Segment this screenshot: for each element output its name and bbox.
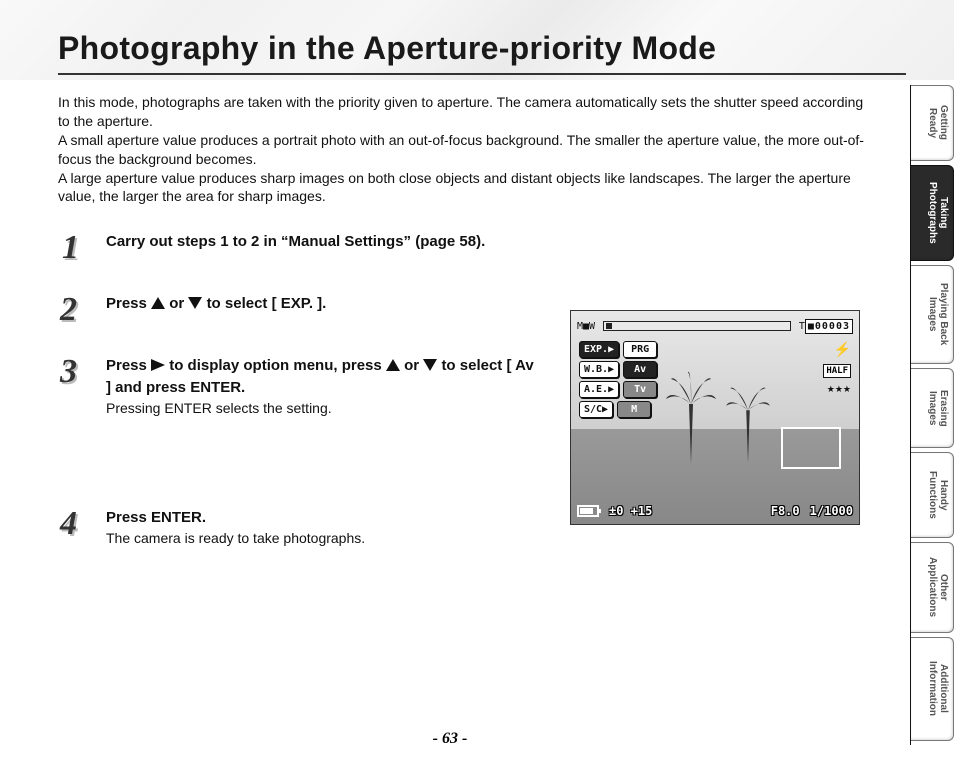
tab-other-applications[interactable]: Other Applications: [911, 542, 954, 633]
tab-getting-ready[interactable]: Getting Ready: [911, 85, 954, 161]
step-4-sub: The camera is ready to take photographs.: [106, 530, 878, 546]
step-4: 4 4 Press ENTER. The camera is ready to …: [58, 506, 878, 546]
svg-text:2: 2: [59, 292, 77, 328]
step-number-3-icon: 3 3: [58, 354, 98, 390]
step-4-text: Press ENTER.: [106, 508, 878, 528]
step-3-c: or: [404, 357, 423, 374]
step-number-1-icon: 1 1: [58, 230, 98, 266]
title-underline: [58, 73, 906, 75]
tab-taking-photographs[interactable]: Taking Photographs: [911, 165, 954, 261]
step-3-body: Press to display option menu, press or t…: [106, 354, 878, 416]
intro-paragraph: In this mode, photographs are taken with…: [58, 93, 878, 206]
up-arrow-icon: [151, 295, 165, 315]
intro-line-1: In this mode, photographs are taken with…: [58, 94, 863, 129]
step-2-mid: or: [169, 295, 188, 312]
tab-playing-back-images[interactable]: Playing Back Images: [911, 265, 954, 364]
step-2-body: Press or to select [ EXP. ].: [106, 292, 878, 315]
step-2-pre: Press: [106, 295, 151, 312]
step-3-text: Press to display option menu, press or t…: [106, 356, 536, 398]
page-number: - 63 -: [0, 730, 900, 748]
up-arrow-icon: [386, 357, 400, 377]
svg-text:1: 1: [62, 230, 79, 266]
steps-list: 1 1 Carry out steps 1 to 2 in “Manual Se…: [58, 230, 878, 546]
tab-additional-information[interactable]: Additional Information: [911, 637, 954, 741]
section-tabs: Getting Ready Taking Photographs Playing…: [910, 85, 954, 745]
step-1-body: Carry out steps 1 to 2 in “Manual Settin…: [106, 230, 878, 252]
page-content: Photography in the Aperture-priority Mod…: [0, 0, 880, 546]
step-number-4-icon: 4 4: [58, 506, 98, 542]
tab-erasing-images[interactable]: Erasing Images: [911, 368, 954, 448]
step-2-text: Press or to select [ EXP. ].: [106, 294, 878, 315]
step-1-text: Carry out steps 1 to 2 in “Manual Settin…: [106, 232, 878, 252]
intro-line-3: A large aperture value produces sharp im…: [58, 170, 851, 205]
svg-text:4: 4: [59, 506, 77, 542]
step-2-post: to select [ EXP. ].: [207, 295, 327, 312]
page-title: Photography in the Aperture-priority Mod…: [58, 30, 880, 67]
step-3-a: Press: [106, 357, 151, 374]
step-3-b: to display option menu, press: [169, 357, 386, 374]
tab-handy-functions[interactable]: Handy Functions: [911, 452, 954, 537]
right-arrow-icon: [151, 357, 165, 377]
step-3: 3 3 Press to display option menu, press …: [58, 354, 878, 416]
down-arrow-icon: [188, 295, 202, 315]
step-number-2-icon: 2 2: [58, 292, 98, 328]
step-4-body: Press ENTER. The camera is ready to take…: [106, 506, 878, 546]
svg-text:3: 3: [59, 354, 77, 390]
down-arrow-icon: [423, 357, 437, 377]
step-1: 1 1 Carry out steps 1 to 2 in “Manual Se…: [58, 230, 878, 266]
step-2: 2 2 Press or to select [ EXP. ].: [58, 292, 878, 328]
intro-line-2: A small aperture value produces a portra…: [58, 132, 864, 167]
step-3-sub: Pressing ENTER selects the setting.: [106, 400, 536, 416]
